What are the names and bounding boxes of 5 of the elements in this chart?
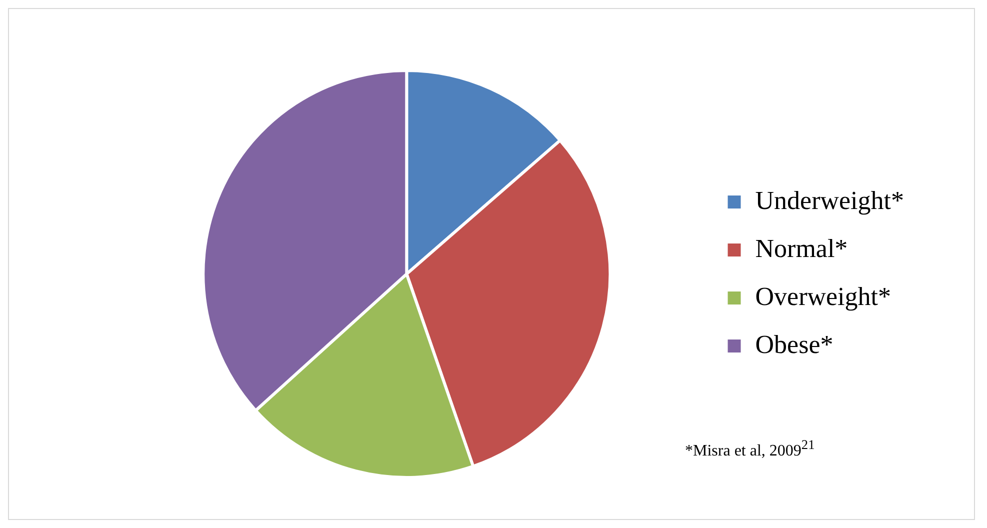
legend-label: Overweight* (755, 282, 892, 311)
legend-label: Obese* (755, 330, 834, 359)
text: *Misra et al, 2009$^{21}$ (685, 437, 815, 460)
legend-label: Normal* (755, 234, 848, 263)
legend-label: Underweight* (755, 186, 904, 215)
